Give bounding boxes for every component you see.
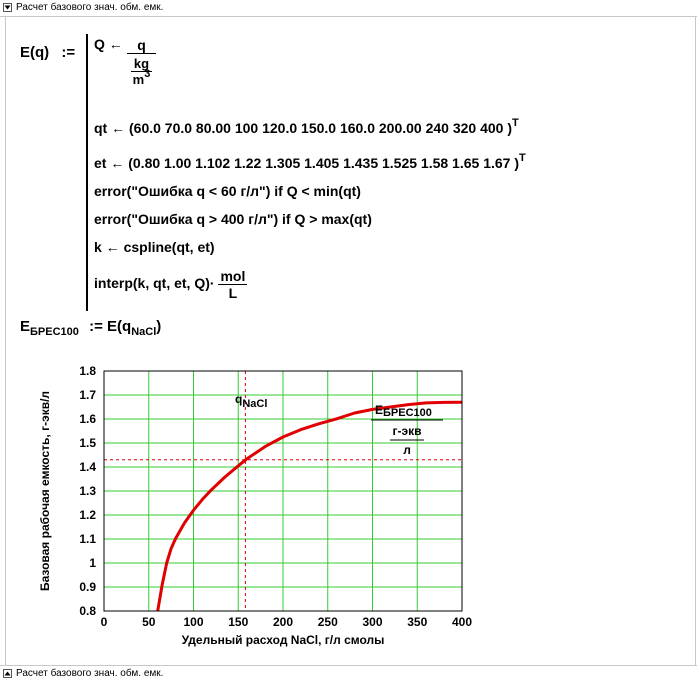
hline-unit-den: л bbox=[403, 443, 411, 457]
function-name-text: E(q) bbox=[20, 44, 50, 61]
y-axis-label: Базовая рабочая емкость, г-экв/л bbox=[38, 391, 52, 591]
grid-lines bbox=[104, 371, 462, 611]
rhs-close-paren: ) bbox=[156, 318, 162, 335]
unit-m: m bbox=[132, 71, 145, 87]
program-line-7[interactable]: interp(k, qt, et, Q)· mol L bbox=[94, 268, 248, 301]
rhs-subscript: NaCl bbox=[131, 326, 157, 338]
region-frame bbox=[5, 17, 696, 665]
unit-exponent: 3 bbox=[144, 67, 151, 80]
y-tick-label: 1.8 bbox=[79, 364, 96, 378]
unit-mol-per-l: mol L bbox=[218, 268, 248, 301]
hline-label: EБРЕС100 bbox=[375, 403, 432, 419]
assignment-ebres[interactable]: EБРЕС100 := E(qNaCl) bbox=[20, 318, 162, 338]
program-line-3[interactable]: et ← (0.80 1.00 1.102 1.22 1.305 1.405 1… bbox=[94, 152, 526, 171]
lhs-e: E bbox=[20, 318, 31, 335]
frac-den: kg m3 bbox=[126, 52, 157, 87]
qt-vector: qt ← (60.0 70.0 80.00 100 120.0 150.0 16… bbox=[94, 120, 512, 136]
y-tick-label: 0.8 bbox=[79, 604, 96, 618]
vline-label-sub: NaCl bbox=[242, 398, 267, 410]
marker-lines bbox=[104, 371, 462, 611]
x-tick-labels: 0 50 100 150 200 250 300 350 400 bbox=[101, 615, 473, 629]
y-tick-label: 1.5 bbox=[79, 436, 96, 450]
program-line-6[interactable]: k ← cspline(qt, et) bbox=[94, 239, 215, 255]
fraction-q-over-density: q kg m3 bbox=[126, 36, 157, 87]
program-line-5[interactable]: error("Ошибка q > 400 г/л") if Q > max(q… bbox=[94, 211, 372, 227]
curve-group bbox=[156, 400, 463, 612]
hline-label-main: E bbox=[375, 403, 383, 417]
unit-m3: m3 bbox=[130, 67, 153, 87]
et-vector: et ← (0.80 1.00 1.102 1.22 1.305 1.405 1… bbox=[94, 155, 519, 171]
program-line-2[interactable]: qt ← (60.0 70.0 80.00 100 120.0 150.0 16… bbox=[94, 117, 519, 136]
y-tick-label: 0.9 bbox=[79, 580, 96, 594]
x-tick-label: 100 bbox=[183, 615, 203, 629]
hline-unit-num: г-экв bbox=[392, 424, 421, 438]
x-tick-label: 150 bbox=[228, 615, 248, 629]
program-line-1[interactable]: Q ← q kg m3 bbox=[94, 36, 157, 87]
assign-arrow: ← bbox=[108, 36, 123, 52]
var-q-capital: Q bbox=[94, 36, 105, 52]
transpose-mark: T bbox=[519, 152, 526, 164]
transpose-mark: T bbox=[512, 117, 519, 129]
region-header[interactable]: Расчет базового знач. обм. емк. bbox=[0, 0, 697, 17]
y-tick-label: 1 bbox=[89, 556, 96, 570]
x-tick-label: 250 bbox=[318, 615, 338, 629]
x-axis-label: Удельный расход NaCl, г/л смолы bbox=[182, 633, 385, 647]
unit-mol: mol bbox=[220, 268, 246, 284]
x-tick-label: 400 bbox=[452, 615, 472, 629]
collapse-region-icon[interactable] bbox=[3, 3, 12, 12]
unit-l: L bbox=[218, 284, 248, 301]
function-name[interactable]: E(q) := bbox=[20, 44, 75, 61]
unit-kg: kg bbox=[133, 55, 150, 71]
region-footer[interactable]: Расчет базового знач. обм. емк. bbox=[0, 665, 697, 682]
rhs-call: E(q bbox=[107, 318, 132, 335]
series-line bbox=[156, 400, 463, 612]
vline-label: qNaCl bbox=[235, 392, 267, 410]
plot-border bbox=[103, 370, 463, 612]
y-tick-label: 1.1 bbox=[79, 532, 96, 546]
y-tick-label: 1.4 bbox=[79, 460, 96, 474]
vline-label-main: q bbox=[235, 392, 242, 406]
region-footer-title: Расчет базового знач. обм. емк. bbox=[16, 668, 164, 679]
lhs-subscript: БРЕС100 bbox=[30, 326, 79, 338]
program-line-4[interactable]: error("Ошибка q < 60 г/л") if Q < min(qt… bbox=[94, 183, 361, 199]
density-fraction: kg m3 bbox=[130, 55, 153, 87]
x-tick-label: 350 bbox=[407, 615, 427, 629]
capacity-chart[interactable]: 0 50 100 150 200 250 300 350 400 0.8 0.9 1 1.1 1.2 1.… bbox=[0, 355, 697, 655]
program-bar bbox=[86, 34, 88, 311]
frac-num: q bbox=[137, 36, 146, 53]
define-operator: := bbox=[61, 44, 76, 61]
x-tick-label: 300 bbox=[362, 615, 382, 629]
expand-region-icon[interactable] bbox=[3, 669, 12, 678]
x-tick-label: 0 bbox=[101, 615, 108, 629]
y-tick-label: 1.3 bbox=[79, 484, 96, 498]
y-tick-label: 1.2 bbox=[79, 508, 96, 522]
y-tick-label: 1.7 bbox=[79, 388, 96, 402]
x-tick-label: 50 bbox=[142, 615, 156, 629]
region-title: Расчет базового знач. обм. емк. bbox=[16, 2, 164, 13]
x-tick-label: 200 bbox=[273, 615, 293, 629]
y-tick-label: 1.6 bbox=[79, 412, 96, 426]
interp-call: interp(k, qt, et, Q)· bbox=[94, 275, 215, 292]
define-operator: := bbox=[89, 318, 103, 335]
y-tick-labels: 0.8 0.9 1 1.1 1.2 1.3 1.4 1.5 1.6 1.7 1.8 bbox=[79, 364, 96, 618]
hline-label-sub: БРЕС100 bbox=[383, 407, 432, 419]
